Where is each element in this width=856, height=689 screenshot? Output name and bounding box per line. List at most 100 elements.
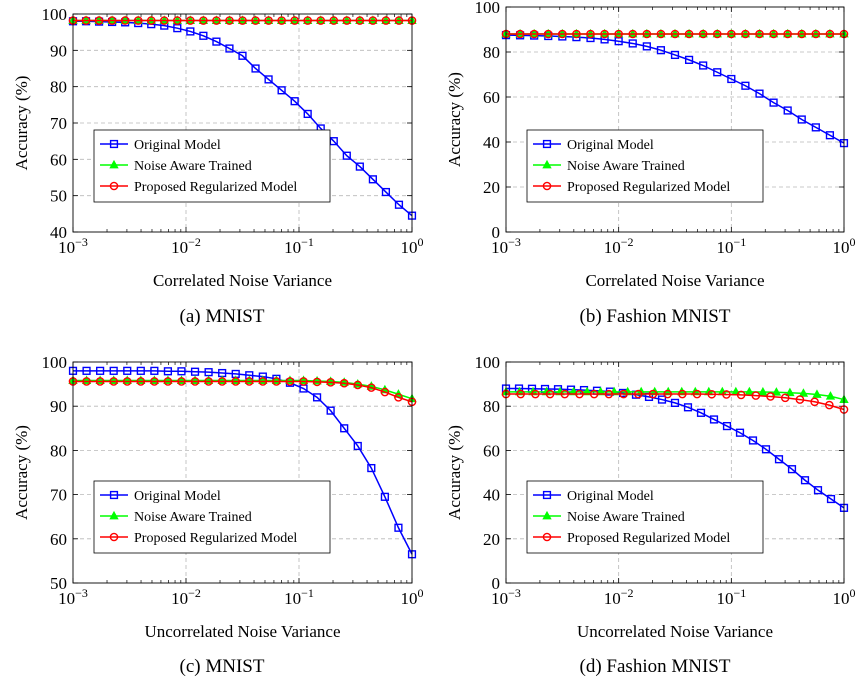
data-point-2 (272, 377, 281, 386)
data-point-2 (633, 389, 643, 399)
y-tick-label: 80 (50, 441, 67, 460)
x-axis-label: Uncorrelated Noise Variance (577, 622, 773, 641)
x-tick-label: 10−2 (604, 235, 634, 257)
data-point-2 (299, 377, 308, 386)
legend-label: Proposed Regularized Model (134, 180, 297, 195)
data-point-2 (684, 29, 694, 39)
data-point-0 (394, 523, 403, 532)
data-point-0 (150, 366, 159, 375)
plot-frame (505, 6, 845, 233)
y-tick-label: 20 (483, 530, 500, 549)
series-line-2 (73, 380, 413, 403)
caption-b: (b) Fashion MNIST (579, 306, 731, 327)
data-point-2 (120, 16, 130, 25)
data-point-2 (811, 29, 821, 39)
data-point-2 (238, 16, 247, 25)
data-point-0 (238, 51, 247, 60)
legend-marker (542, 532, 552, 542)
data-point-0 (696, 408, 706, 417)
y-tick-label: 50 (50, 187, 67, 206)
data-point-2 (326, 378, 335, 387)
data-point-0 (684, 55, 694, 64)
data-point-2 (231, 377, 241, 386)
legend-label: Noise Aware Trained (567, 159, 685, 174)
data-point-0 (177, 367, 186, 376)
data-point-0 (713, 68, 722, 77)
chart-panel-3: 0 20 40 60 80 100 10−3 10−2 10−1 100 Uncorrelated … (445, 353, 856, 641)
x-tick-label: 10−2 (171, 586, 201, 608)
data-point-2 (560, 389, 570, 399)
plot-frame (72, 361, 413, 584)
data-point-0 (251, 64, 260, 73)
data-point-2 (394, 16, 404, 25)
data-point-2 (642, 29, 652, 39)
data-point-2 (810, 397, 819, 407)
data-point-2 (394, 393, 403, 402)
data-point-2 (712, 29, 722, 39)
y-tick-label: 60 (50, 150, 67, 169)
data-point-2 (258, 377, 268, 386)
legend-box (93, 480, 331, 554)
legend-label: Noise Aware Trained (134, 510, 252, 525)
data-point-0 (109, 366, 118, 375)
data-point-1 (812, 389, 822, 398)
y-tick-label: 80 (483, 397, 500, 416)
data-point-0 (96, 366, 105, 375)
data-point-2 (159, 16, 169, 25)
data-point-2 (741, 29, 750, 39)
legend-marker (109, 181, 119, 191)
data-point-2 (212, 16, 221, 25)
data-point-0 (342, 151, 351, 160)
y-axis-label: Accuracy (%) (445, 72, 464, 167)
y-tick-label: 100 (475, 0, 501, 17)
data-point-2 (670, 29, 680, 39)
y-axis-label: Accuracy (%) (445, 425, 464, 520)
legend-marker (109, 490, 119, 500)
legend-marker (109, 510, 119, 520)
legend-marker (109, 139, 119, 149)
chart-panel-0: 40 50 60 70 80 90 100 10−3 10−2 10−1 100 Correlated… (12, 5, 424, 290)
data-point-0 (657, 395, 667, 404)
legend-label: Original Model (134, 138, 221, 153)
legend-marker (542, 510, 552, 520)
data-point-2 (769, 29, 778, 39)
data-point-0 (136, 366, 145, 375)
data-point-0 (727, 74, 736, 84)
data-point-2 (586, 29, 595, 39)
data-point-2 (316, 16, 326, 25)
data-point-0 (670, 50, 680, 60)
data-point-1 (595, 386, 606, 396)
data-point-0 (353, 441, 362, 451)
data-point-2 (558, 29, 567, 39)
y-tick-label: 90 (50, 397, 67, 416)
data-point-0 (394, 200, 404, 209)
x-tick-label: 10−3 (491, 586, 521, 608)
x-tick-label: 10−2 (171, 235, 201, 257)
legend-box (526, 480, 764, 554)
data-point-2 (244, 377, 254, 386)
data-point-0 (709, 415, 719, 424)
data-point-2 (339, 378, 349, 388)
data-point-2 (795, 395, 805, 404)
data-point-2 (163, 377, 173, 386)
data-point-1 (825, 391, 836, 400)
legend-marker (542, 139, 552, 149)
x-axis-label: Uncorrelated Noise Variance (144, 622, 340, 641)
data-point-2 (199, 16, 208, 25)
data-point-2 (367, 383, 376, 392)
data-point-0 (303, 109, 312, 119)
data-point-2 (604, 389, 614, 399)
legend-label: Noise Aware Trained (567, 510, 685, 525)
data-point-0 (699, 61, 708, 70)
data-point-2 (797, 29, 807, 39)
data-point-0 (186, 27, 195, 36)
data-point-2 (783, 29, 792, 39)
data-point-0 (797, 115, 806, 124)
data-point-1 (771, 387, 782, 396)
data-point-2 (572, 29, 581, 39)
data-point-2 (312, 377, 322, 387)
data-point-2 (755, 29, 764, 39)
data-point-2 (290, 16, 299, 25)
data-point-2 (109, 377, 118, 386)
y-tick-label: 60 (483, 441, 500, 460)
